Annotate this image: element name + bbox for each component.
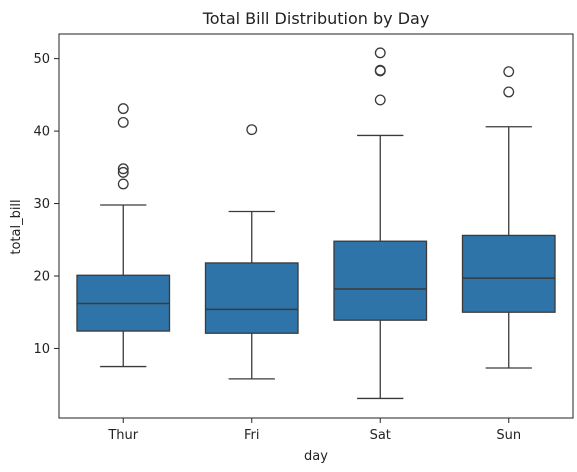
outlier-point — [503, 86, 515, 98]
outlier-point — [117, 116, 129, 128]
outlier-point — [246, 124, 258, 136]
box-fri — [204, 262, 299, 334]
x-tick-label: Thur — [107, 428, 138, 443]
y-tick-label: 20 — [33, 269, 50, 284]
y-tick-label: 30 — [33, 197, 50, 212]
box-sun — [461, 234, 556, 313]
plot-layer: 10 20 30 40 50 Thur Fri Sat Sun — [33, 33, 574, 443]
y-axis-label: total_bill — [9, 199, 24, 254]
outlier-point — [503, 66, 515, 78]
plot-frame — [58, 33, 574, 419]
x-tick-label: Fri — [244, 428, 260, 443]
x-axis-label: day — [304, 449, 328, 464]
x-tick-label: Sun — [496, 428, 521, 443]
y-tick-label: 40 — [33, 125, 50, 140]
y-tick-label: 10 — [33, 342, 50, 357]
chart-title: Total Bill Distribution by Day — [202, 9, 430, 28]
box-sat — [333, 240, 428, 321]
y-tick-label: 50 — [33, 52, 50, 67]
outlier-point — [117, 103, 129, 115]
outlier-point — [117, 178, 129, 190]
outlier-point — [117, 163, 129, 175]
outlier-point — [374, 94, 386, 106]
outlier-point — [374, 47, 386, 59]
outlier-point — [117, 166, 129, 178]
x-tick-label: Sat — [370, 428, 391, 443]
outlier-point — [374, 64, 386, 76]
